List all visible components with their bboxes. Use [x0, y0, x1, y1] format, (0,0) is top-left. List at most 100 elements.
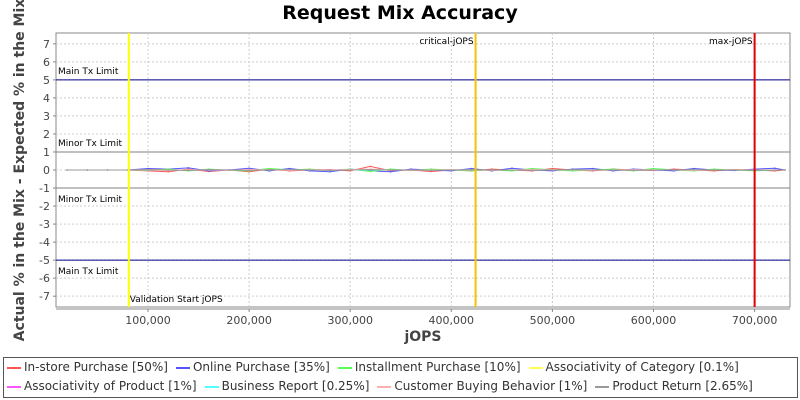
data-point: [389, 169, 392, 171]
data-point: [167, 171, 170, 173]
data-point: [308, 169, 311, 171]
data-point: [511, 167, 513, 169]
chart-title: Request Mix Accuracy: [282, 2, 518, 24]
data-point: [248, 167, 250, 169]
legend-label: Associativity of Product [1%]: [24, 379, 197, 393]
data-point: [268, 167, 271, 170]
legend-swatch: [595, 385, 610, 388]
data-point: [531, 169, 533, 172]
data-point: [470, 168, 473, 171]
legend-item: Associativity of Category [0.1%]: [528, 360, 739, 374]
data-point: [349, 169, 352, 171]
y-tick-label: 6: [43, 56, 50, 69]
data-point: [268, 169, 271, 171]
data-point: [774, 167, 776, 169]
data-point: [86, 169, 89, 171]
legend-swatch: [7, 385, 21, 388]
x-tick-label: 700,000: [732, 314, 778, 327]
limit-label: Main Tx Limit: [58, 67, 119, 77]
y-tick-label: 7: [43, 38, 50, 51]
limit-label: Minor Tx Limit: [58, 195, 123, 205]
data-point: [632, 169, 635, 172]
legend-item: Online Purchase [35%]: [175, 360, 330, 374]
limit-label: Main Tx Limit: [58, 267, 119, 277]
chart: -7 -6 -5 -4 -3 -2 -1 0 1 2 3 4 5 6 7 100,000 200,000 300,…: [12, 0, 791, 345]
legend-label: Customer Buying Behavior [1%]: [394, 379, 588, 393]
y-tick-label: -7: [39, 290, 50, 303]
data-point: [207, 168, 210, 171]
legend-swatch: [528, 366, 543, 369]
legend-swatch: [175, 366, 190, 369]
legend-item: Business Report [0.25%]: [204, 379, 370, 393]
data-point: [369, 165, 372, 168]
legend-label: Associativity of Category [0.1%]: [545, 360, 739, 374]
data-point: [592, 167, 594, 170]
data-point: [450, 169, 453, 171]
data-point: [369, 170, 372, 173]
data-point: [329, 169, 331, 172]
data-point: [66, 169, 68, 171]
data-point: [551, 169, 554, 171]
limit-label: Minor Tx Limit: [58, 139, 123, 149]
data-point: [652, 169, 655, 171]
y-tick-label: 4: [43, 92, 50, 105]
y-tick-label: 5: [43, 74, 50, 87]
y-tick-label: -4: [39, 236, 50, 249]
data-point: [329, 171, 331, 173]
y-tick-label: 1: [43, 146, 50, 159]
legend-label: Product Return [2.65%]: [612, 379, 753, 393]
x-tick-label: 200,000: [226, 314, 272, 327]
data-point: [430, 169, 432, 172]
x-tick-label: 400,000: [429, 314, 475, 327]
legend-item: Associativity of Product [1%]: [7, 379, 197, 393]
x-tick-label: 300,000: [327, 314, 373, 327]
legend-item: Product Return [2.65%]: [595, 379, 753, 393]
legend-swatch: [337, 366, 352, 369]
x-tick-label: 100,000: [125, 314, 171, 327]
data-point: [288, 168, 291, 171]
y-tick-label: 3: [43, 110, 50, 123]
data-point: [106, 169, 109, 171]
legend-swatch: [377, 385, 392, 388]
y-tick-label: 2: [43, 128, 50, 141]
y-axis-label: Actual % in the Mix - Expected % in the …: [12, 0, 28, 341]
data-point: [389, 171, 392, 173]
legend-swatch: [204, 385, 219, 388]
data-point: [369, 168, 372, 171]
data-point: [571, 168, 574, 171]
legend-swatch: [7, 366, 21, 369]
data-point: [693, 168, 695, 171]
y-tick-label: -3: [39, 218, 50, 231]
legend-item: Installment Purchase [10%]: [337, 360, 521, 374]
data-point: [672, 169, 675, 171]
y-tick-label: -2: [39, 200, 50, 213]
data-point: [612, 169, 614, 171]
data-point: [713, 169, 715, 171]
data-point: [248, 169, 250, 172]
data-point: [410, 169, 412, 171]
data-point: [733, 169, 736, 171]
data-point: [167, 169, 170, 171]
legend-label: Installment Purchase [10%]: [354, 360, 521, 374]
legend-label: Business Report [0.25%]: [221, 379, 370, 393]
data-point: [652, 167, 655, 170]
data-point: [511, 169, 513, 171]
y-tick-label: -1: [39, 182, 50, 195]
legend-row: Associativity of Product [1%] Business Re…: [7, 379, 761, 393]
x-tick-label: 600,000: [631, 314, 677, 327]
legend-row: In-store Purchase [50%] Online Purchase […: [7, 360, 747, 374]
x-tick-label: 500,000: [530, 314, 576, 327]
marker-label: Validation Start jOPS: [130, 295, 223, 305]
marker-label: critical-jOPS: [419, 37, 473, 47]
data-point: [774, 169, 776, 171]
legend: In-store Purchase [50%] Online Purchase […: [3, 357, 798, 398]
data-point: [228, 169, 230, 171]
legend-item: In-store Purchase [50%]: [7, 360, 168, 374]
data-point: [551, 167, 554, 170]
y-tick-label: -5: [39, 254, 50, 267]
y-tick-label: 0: [43, 164, 50, 177]
data-point: [592, 169, 594, 171]
legend-label: In-store Purchase [50%]: [24, 360, 168, 374]
x-axis-label: jOPS: [403, 329, 441, 345]
data-point: [187, 169, 190, 172]
